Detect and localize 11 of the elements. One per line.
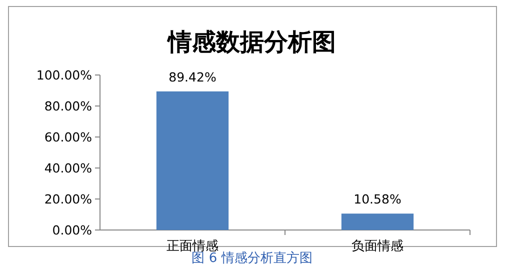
y-tick-label: 100.00%	[36, 68, 92, 82]
data-label: 10.58%	[354, 192, 402, 207]
x-tick-label: 负面情感	[352, 239, 404, 254]
y-tick-label: 80.00%	[44, 98, 92, 114]
caption: 图 6 情感分析直方图	[192, 250, 312, 266]
chart-title: 情感数据分析图	[166, 28, 336, 56]
y-tick-label: 20.00%	[44, 192, 92, 206]
y-tick-label: 60.00%	[44, 130, 92, 144]
data-label: 89.42%	[168, 69, 216, 84]
y-tick-label: 40.00%	[44, 160, 92, 176]
y-tick-label: 0.00%	[52, 222, 92, 238]
